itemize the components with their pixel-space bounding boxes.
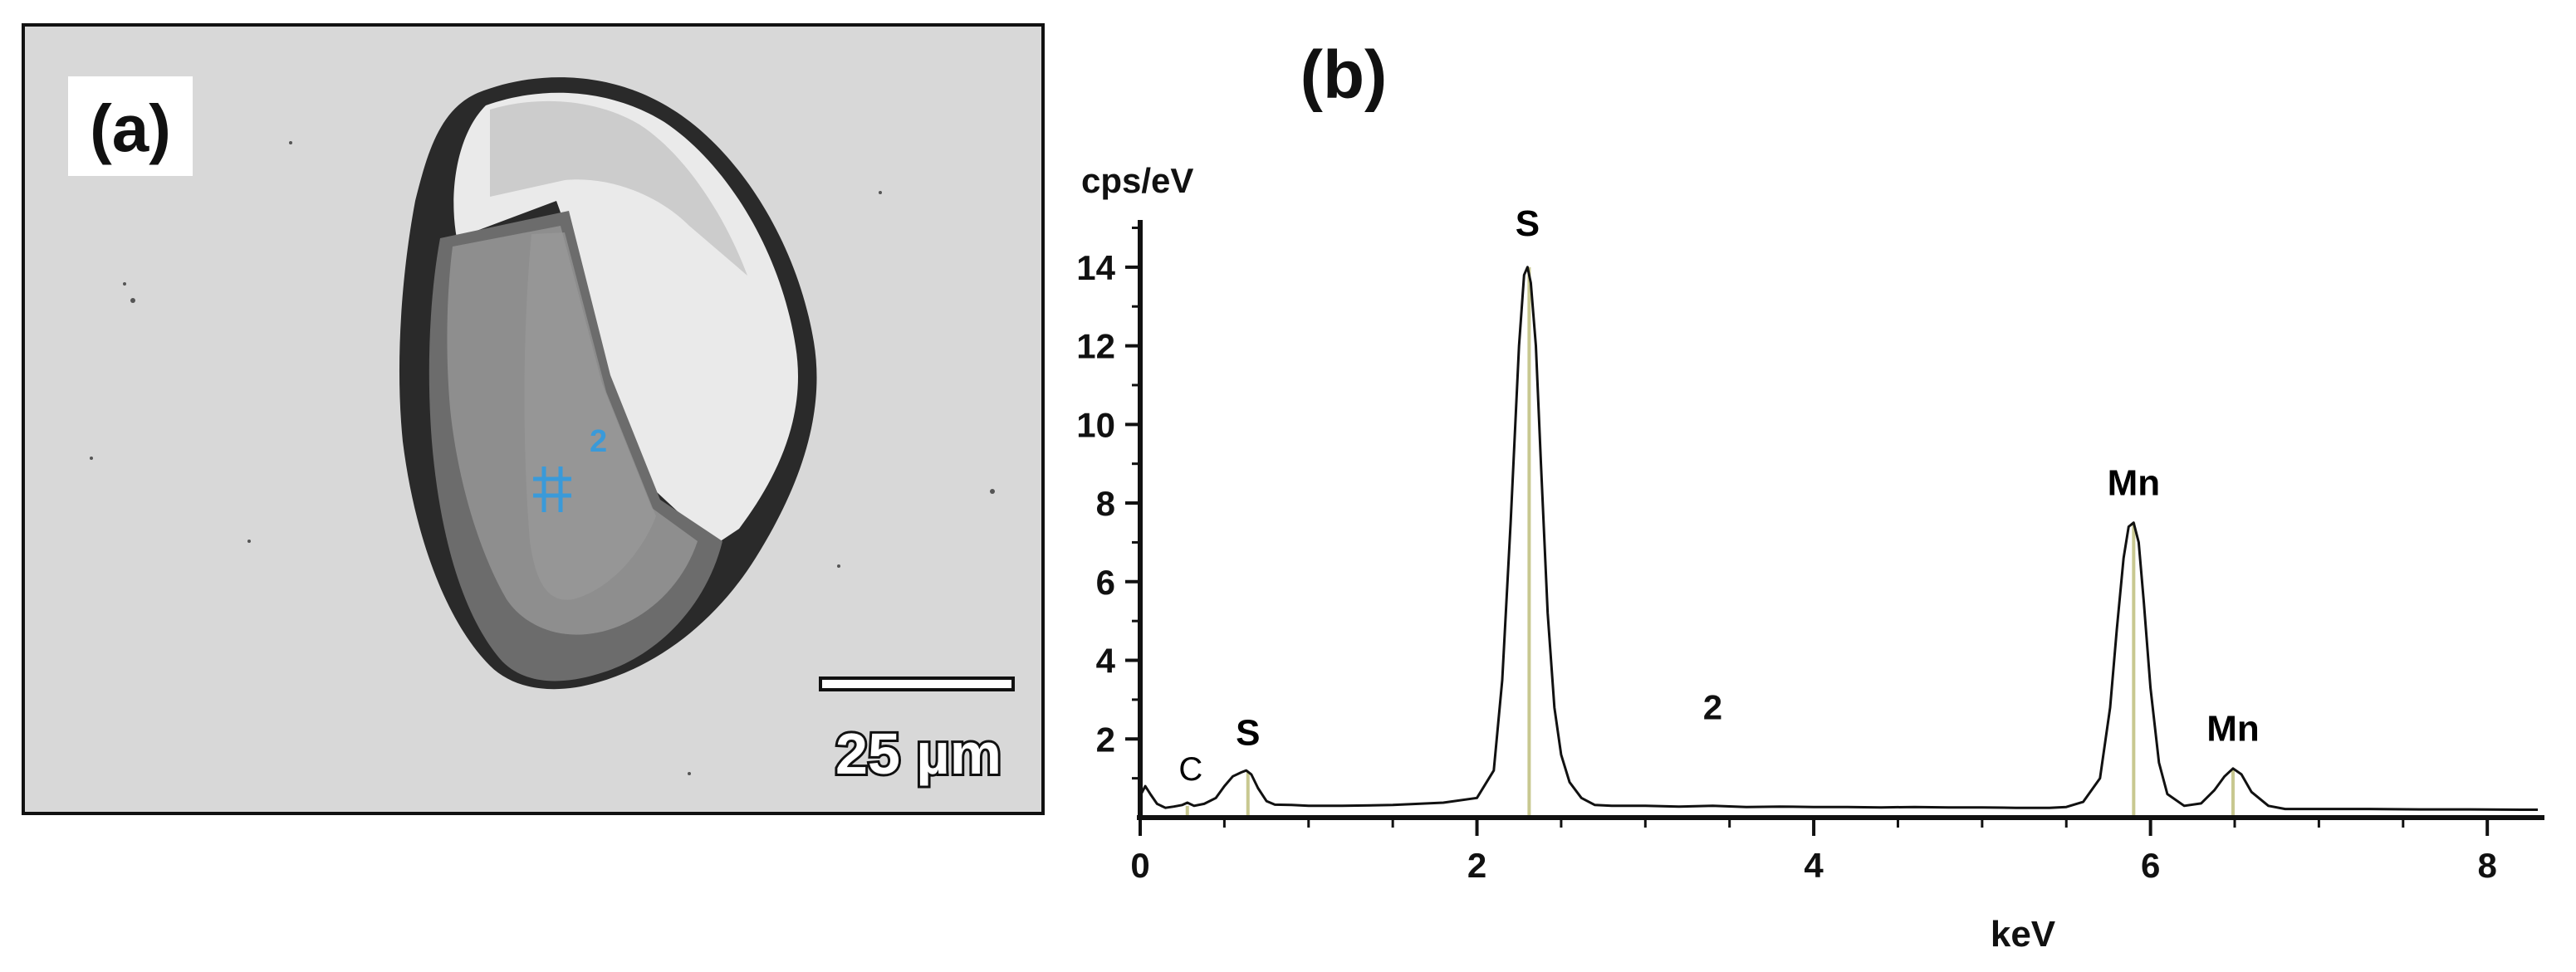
spectrum-id-label: 2 <box>1703 688 1722 727</box>
x-tick-label-4: 4 <box>1804 846 1824 885</box>
sem-micrograph: 2 (a) 25 µm <box>25 27 1041 812</box>
x-tick-label-8: 8 <box>2477 846 2496 885</box>
measurement-point-label: 2 <box>590 424 607 459</box>
peak-annotation-c-0: C <box>1178 751 1202 788</box>
x-tick-label-0: 0 <box>1130 846 1149 885</box>
eds-spectrum-panel: (b) cps/eV keV 0 2 4 6 8 2 4 6 8 10 12 14 C S S Mn Mn 2 <box>1051 0 2576 972</box>
y-tick-label-6: 6 <box>1096 563 1115 602</box>
scale-bar-label: 25 µm <box>835 721 1002 786</box>
x-tick-label-2: 2 <box>1467 846 1486 885</box>
peak-annotation-s-1: S <box>1236 712 1260 753</box>
scale-bar <box>819 676 1015 691</box>
y-tick-label-4: 4 <box>1096 642 1116 681</box>
peak-annotation-mn-3: Mn <box>2108 463 2161 504</box>
peak-annotation-mn-4: Mn <box>2206 709 2260 750</box>
y-axis-label: cps/eV <box>1081 161 1193 200</box>
particle-core-inner <box>524 232 656 600</box>
panel-a-label: (a) <box>90 91 171 165</box>
particle-crust-shade <box>490 100 747 276</box>
spectrum-line-0 <box>1139 266 2538 811</box>
y-tick-label-8: 8 <box>1096 484 1115 523</box>
panel-b-label: (b) <box>1300 37 1388 113</box>
sem-micrograph-panel: 2 (a) 25 µm <box>22 23 1045 815</box>
y-tick-label-2: 2 <box>1096 720 1115 759</box>
peak-annotation-s-2: S <box>1516 203 1540 244</box>
y-tick-label-14: 14 <box>1076 248 1115 287</box>
panel-a-label-box <box>68 76 193 176</box>
x-axis-label: keV <box>1991 914 2056 955</box>
measurement-point-marker <box>533 466 571 512</box>
x-tick-label-6: 6 <box>2141 846 2160 885</box>
y-tick-label-10: 10 <box>1076 405 1115 444</box>
y-tick-label-12: 12 <box>1076 327 1115 366</box>
